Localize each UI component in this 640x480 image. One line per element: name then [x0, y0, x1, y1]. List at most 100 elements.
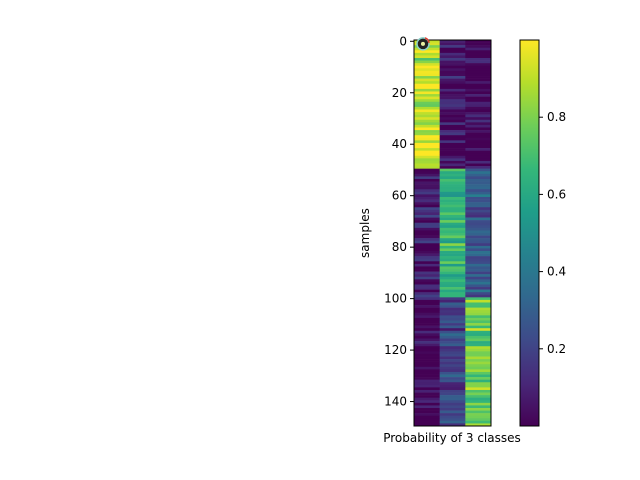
heatmap-cell: [414, 410, 440, 414]
colorbar-tick-label: 0.4: [547, 265, 566, 279]
heatmap-cell: [465, 294, 492, 298]
heatmap-cell: [414, 160, 440, 164]
heatmap-cell: [414, 220, 440, 223]
heatmap-cell: [439, 397, 466, 401]
heatmap-cell: [465, 207, 492, 211]
heatmap-cell: [465, 307, 492, 311]
heatmap-cell: [414, 361, 440, 365]
heatmap-cell: [439, 186, 466, 190]
heatmap-cell: [465, 387, 492, 391]
heatmap-cell: [465, 325, 492, 329]
heatmap-cell: [465, 81, 492, 85]
heatmap-cell: [414, 135, 440, 139]
heatmap-cell: [439, 94, 466, 97]
heatmap-cell: [439, 310, 466, 314]
heatmap-cell: [414, 86, 440, 90]
y-tick-label: 140: [384, 395, 407, 409]
heatmap-cell: [414, 389, 440, 393]
heatmap-cell: [414, 397, 440, 401]
heatmap-cell: [414, 91, 440, 95]
heatmap-cell: [465, 341, 492, 344]
heatmap-cell: [414, 420, 440, 424]
heatmap-cell: [439, 222, 466, 226]
heatmap-cell: [439, 379, 466, 383]
heatmap-cell: [439, 263, 466, 267]
heatmap-cell: [439, 78, 466, 82]
heatmap-cell: [465, 135, 492, 139]
heatmap-cell: [465, 50, 492, 54]
heatmap-cell: [414, 305, 440, 308]
heatmap-cell: [439, 70, 466, 74]
heatmap-cell: [439, 99, 466, 103]
heatmap-cell: [414, 356, 440, 360]
heatmap-cell: [439, 91, 466, 95]
heatmap-cell: [414, 171, 440, 175]
heatmap-cell: [465, 297, 492, 301]
heatmap-cell: [465, 310, 492, 314]
heatmap-cell: [465, 369, 492, 373]
heatmap-cell: [465, 320, 492, 324]
heatmap-cell: [439, 189, 466, 193]
heatmap-cell: [439, 196, 466, 200]
heatmap-cell: [439, 240, 466, 244]
heatmap-cell: [465, 191, 492, 195]
heatmap-cell: [465, 137, 492, 141]
heatmap-cell: [465, 356, 492, 360]
heatmap-cell: [465, 212, 492, 216]
colorbar-tick-label: 0.2: [547, 342, 566, 356]
heatmap-cell: [439, 160, 466, 164]
heatmap-cell: [414, 202, 440, 205]
heatmap-cell: [439, 287, 466, 290]
heatmap-cell: [439, 124, 466, 128]
heatmap-cell: [465, 371, 492, 375]
heatmap-cell: [439, 364, 466, 368]
heatmap-cell: [439, 248, 466, 252]
heatmap-cell: [465, 235, 492, 239]
heatmap-cell: [465, 142, 492, 146]
heatmap-cell: [439, 413, 466, 416]
heatmap-cell: [414, 317, 440, 321]
heatmap-cell: [465, 101, 492, 105]
heatmap-cell: [465, 168, 492, 172]
heatmap-cell: [439, 356, 466, 360]
heatmap-cell: [465, 292, 492, 296]
heatmap-cell: [414, 99, 440, 103]
heatmap-cell: [439, 312, 466, 316]
heatmap-cell: [465, 78, 492, 82]
heatmap-cell: [439, 366, 466, 370]
heatmap-cell: [465, 155, 492, 159]
heatmap-cell: [414, 271, 440, 275]
heatmap-cell: [414, 137, 440, 141]
heatmap-cell: [465, 196, 492, 200]
heatmap-cell: [414, 328, 440, 332]
heatmap-cell: [414, 325, 440, 329]
heatmap-cell: [439, 112, 466, 115]
heatmap-cell: [414, 204, 440, 208]
colorbar-tick-label: 0.8: [547, 110, 566, 124]
heatmap-cell: [439, 361, 466, 365]
heatmap-cell: [465, 279, 492, 283]
heatmap-cell: [439, 405, 466, 409]
heatmap-cell: [414, 341, 440, 344]
heatmap-cell: [414, 423, 440, 427]
heatmap-cell: [439, 199, 466, 203]
heatmap-cell: [414, 112, 440, 115]
colorbar-ticks: 0.2 0.4 0.6 0.8: [539, 110, 566, 356]
heatmap-cell: [465, 317, 492, 321]
heatmap-cell: [465, 240, 492, 244]
heatmap-cell: [414, 353, 440, 357]
heatmap-cell: [414, 55, 440, 59]
heatmap-cell: [465, 366, 492, 370]
y-tick-label: 100: [384, 292, 407, 306]
heatmap-cell: [439, 297, 466, 301]
heatmap-cell: [414, 140, 440, 144]
heatmap-cell: [465, 323, 492, 326]
heatmap-cell: [465, 251, 492, 254]
heatmap-cell: [439, 45, 466, 49]
heatmap-cell: [465, 238, 492, 242]
heatmap-cell: [439, 245, 466, 249]
heatmap-cell: [414, 364, 440, 368]
heatmap-cell: [439, 63, 466, 67]
heatmap-cell: [465, 423, 492, 427]
